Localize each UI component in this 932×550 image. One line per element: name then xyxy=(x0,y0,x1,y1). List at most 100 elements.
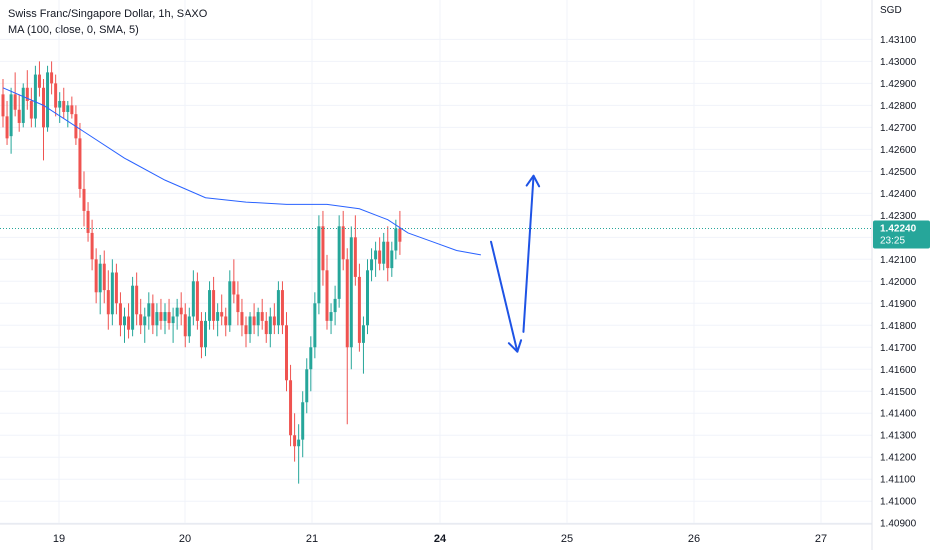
candle-body xyxy=(357,276,361,343)
bar-countdown: 23:25 xyxy=(880,236,905,247)
candle-body xyxy=(58,100,62,108)
price-tick-label: 1.42400 xyxy=(880,189,917,200)
price-tick-label: 1.42000 xyxy=(880,277,917,288)
candle-body xyxy=(9,94,13,137)
candle xyxy=(204,312,207,357)
candle xyxy=(232,259,236,304)
candle-body xyxy=(220,312,224,317)
candle-body xyxy=(191,281,195,317)
price-axis[interactable]: SGD 1.43100 1.43000 1.42900 1.42800 1.42700 1.… xyxy=(880,5,917,530)
candle xyxy=(361,316,365,374)
candle xyxy=(25,70,29,110)
arrow-drawing[interactable] xyxy=(522,174,541,333)
candle-body xyxy=(260,312,264,321)
candle xyxy=(46,65,50,132)
candle-body xyxy=(313,303,317,348)
candle-body xyxy=(70,105,74,115)
price-tick-label: 1.41800 xyxy=(880,321,917,332)
time-tick-label: 24 xyxy=(434,533,447,545)
candle-body xyxy=(224,316,228,326)
candle xyxy=(33,65,37,128)
candle-body xyxy=(163,312,167,321)
candle-body xyxy=(386,241,390,269)
projection-arrows[interactable] xyxy=(490,174,541,353)
candle-body xyxy=(276,290,280,326)
candle-body xyxy=(46,72,50,128)
candle-body xyxy=(62,100,66,112)
candle-body xyxy=(155,312,159,326)
candle-body xyxy=(293,435,297,447)
price-tick-label: 1.41200 xyxy=(880,453,917,464)
candle-body xyxy=(21,87,25,123)
candle xyxy=(370,248,374,282)
current-price-badge-bg xyxy=(873,220,930,249)
candle xyxy=(78,122,82,198)
candle xyxy=(70,96,74,119)
candle-body xyxy=(236,294,240,313)
candle-body xyxy=(78,138,82,189)
candle xyxy=(305,358,309,414)
chart-legend: Swiss Franc/Singapore Dollar, 1h, SAXO M… xyxy=(8,6,207,38)
candle xyxy=(382,232,386,271)
candle-body xyxy=(232,281,236,295)
candle-body xyxy=(374,250,378,260)
candle xyxy=(98,254,102,315)
candle xyxy=(333,285,337,326)
price-tick-label: 1.41900 xyxy=(880,299,917,310)
candle-body xyxy=(33,74,37,119)
candle-body xyxy=(90,232,94,260)
candle xyxy=(37,61,41,97)
arrow-shaft xyxy=(490,240,519,353)
candle-body xyxy=(353,237,357,277)
time-tick-label: 19 xyxy=(53,533,65,545)
price-tick-label: 1.42700 xyxy=(880,123,917,134)
candle xyxy=(147,292,151,330)
candle xyxy=(268,307,272,348)
candle-body xyxy=(183,314,187,337)
candle xyxy=(50,61,54,95)
candle xyxy=(317,215,321,315)
candle xyxy=(199,312,203,359)
candle xyxy=(151,294,155,335)
candle xyxy=(272,303,276,335)
candle xyxy=(248,312,252,343)
candle-body xyxy=(82,188,86,211)
candle xyxy=(86,202,90,242)
candles xyxy=(1,61,402,484)
candle xyxy=(345,248,349,425)
time-tick-label: 27 xyxy=(815,533,827,545)
arrow-head xyxy=(507,339,523,353)
candle xyxy=(94,248,98,304)
price-tick-label: 1.41500 xyxy=(880,387,917,398)
time-axis[interactable]: 19 20 21 24 25 26 27 xyxy=(53,533,827,545)
candle xyxy=(191,270,195,326)
candle-body xyxy=(268,316,272,335)
candle-body xyxy=(248,316,252,335)
candle xyxy=(220,294,224,326)
candle-body xyxy=(337,226,341,299)
candle-body xyxy=(333,298,337,313)
candle xyxy=(280,281,284,335)
arrow-drawing[interactable] xyxy=(490,240,523,353)
candle-body xyxy=(123,316,126,326)
candle-body xyxy=(228,281,232,326)
candle-body xyxy=(216,312,220,321)
candle-body xyxy=(179,307,183,315)
candle xyxy=(285,312,288,392)
candle xyxy=(212,276,216,330)
candle-body xyxy=(106,290,110,315)
candle xyxy=(155,303,159,337)
candle-body xyxy=(244,325,248,335)
candle-body xyxy=(195,281,199,321)
candle-body xyxy=(13,94,17,110)
candle xyxy=(29,87,33,128)
candle-body xyxy=(394,228,398,251)
candle xyxy=(171,307,175,343)
candle-body xyxy=(317,226,321,304)
price-tick-label: 1.42300 xyxy=(880,211,917,222)
candle xyxy=(321,210,325,286)
candle-body xyxy=(42,87,45,128)
candle-body xyxy=(361,325,365,343)
price-tick-label: 1.42100 xyxy=(880,255,917,266)
